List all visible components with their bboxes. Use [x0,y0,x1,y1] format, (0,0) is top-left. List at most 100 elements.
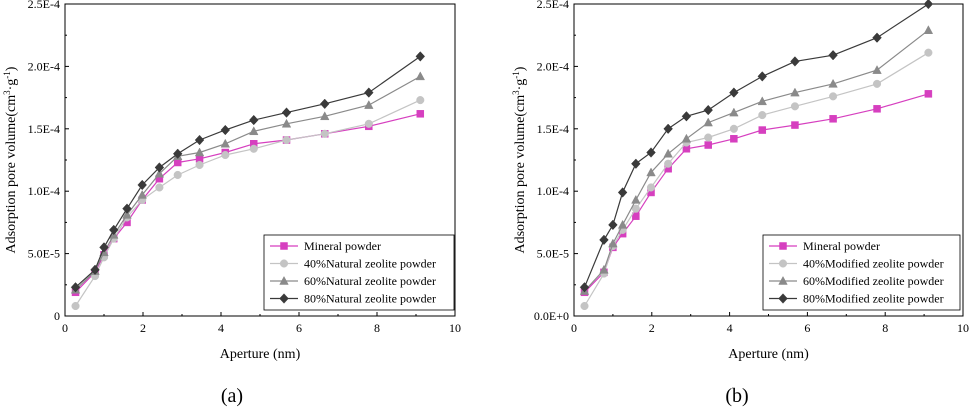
data-point [757,71,768,82]
data-point [646,167,656,177]
legend-marker [778,275,788,285]
y-tick-label: 2.0E-4 [28,59,60,73]
data-point [704,141,712,149]
data-point [873,105,881,113]
data-point [729,124,738,133]
data-point [172,148,183,159]
chart-panel-b: 0 2 4 6 8 10 0.0E+0 5.0E-5 1.0E-4 1.5E-4 2.0E-4 2.5… [511,0,969,407]
data-point [154,162,165,173]
data-point [923,25,934,34]
data-point [155,183,164,192]
y-tick-label: 0.0E+0 [534,309,569,323]
data-point [599,234,609,246]
data-point [221,150,230,160]
x-tick-label: 6 [296,321,302,335]
data-point [664,159,673,168]
x-tick-label: 2 [140,321,146,335]
legend-marker [778,293,788,304]
legend-label: Mineral powder [304,239,381,253]
x-tick-label: 0 [62,321,68,335]
data-point [924,48,933,57]
data-point [70,282,81,293]
legend-box [263,234,455,311]
y-axis-title-superscript: 3 [2,90,12,95]
x-axis-title: Aperture (nm) [728,347,809,362]
data-point [608,219,618,231]
data-point [220,138,231,148]
data-point [729,87,739,98]
x-tick-label: 2 [649,321,655,335]
data-point [758,126,767,134]
data-point [790,87,800,97]
data-point [617,187,628,198]
y-tick-label: 0 [54,309,60,323]
y-axis-title: Adsorption pore volume(cm3·g-1) [2,66,19,253]
data-point [281,118,292,128]
y-axis-title-superscript: -1 [511,71,521,79]
y-tick-label: 2.5E-4 [28,0,60,11]
legend-box [762,234,961,311]
data-point [790,102,800,111]
data-point [829,115,837,123]
data-point [109,224,119,236]
data-point [828,49,838,61]
y-axis-title-superscript: 3 [511,90,521,95]
data-point [154,168,165,178]
y-axis-title-part: Adsorption pore volume(cm [513,95,528,254]
chart-panel-a: 0 2 4 6 8 10 0 5.0E-5 1.0E-4 1.5E-4 2.0E-4 2.5E-4 Ap… [2,0,461,407]
legend-label: 60%Natural zeolite powder [304,274,436,288]
data-point [790,56,800,67]
data-point [828,78,838,88]
data-point [730,135,738,143]
data-point [415,51,426,62]
y-tick-label: 1.5E-4 [28,122,60,136]
data-point [681,111,692,122]
y-axis-title-superscript: -1 [2,71,12,79]
data-point [122,209,132,219]
data-point [281,107,292,118]
data-point [631,158,641,169]
data-point [757,96,767,106]
legend-label: 80%Natural zeolite powder [304,292,436,306]
data-point [703,117,713,127]
data-point [923,0,934,10]
data-point [617,219,628,229]
data-point [599,264,609,274]
data-point [282,135,291,145]
data-point [729,107,739,117]
x-tick-label: 8 [882,321,888,335]
data-point [249,144,258,153]
y-axis-title-part: ) [513,66,528,71]
data-point [704,133,713,142]
data-point [137,189,147,199]
data-point [173,158,182,167]
data-point [137,179,147,191]
x-axis-title: Aperture (nm) [220,347,301,362]
data-point [758,111,767,120]
data-point [646,147,656,158]
legend-label: Mineral powder [803,239,880,253]
legend-label: 60%Modified zeolite powder [803,274,944,288]
legend-label: 80%Modified zeolite powder [803,292,944,306]
panel-label: (a) [221,385,243,407]
data-point [416,110,425,118]
data-point [122,203,132,214]
data-point [364,100,374,109]
data-point [194,134,205,146]
y-tick-label: 2.0E-4 [537,59,569,73]
x-tick-label: 8 [374,321,380,335]
y-tick-label: 5.0E-5 [28,247,60,261]
data-point [791,121,799,129]
legend-label: 40%Natural zeolite powder [304,257,436,271]
legend: Mineral powder 40%Natural zeolite powder 6… [263,234,455,311]
data-point [249,114,259,126]
series-60-modified-zeolite-powder [579,25,934,295]
data-point [663,148,673,158]
data-point [90,264,100,275]
data-point [195,160,204,170]
data-point [320,98,330,110]
data-point [579,282,590,293]
legend-marker [280,242,288,250]
y-axis-title: Adsorption pore volume(cm3·g-1) [511,66,528,253]
